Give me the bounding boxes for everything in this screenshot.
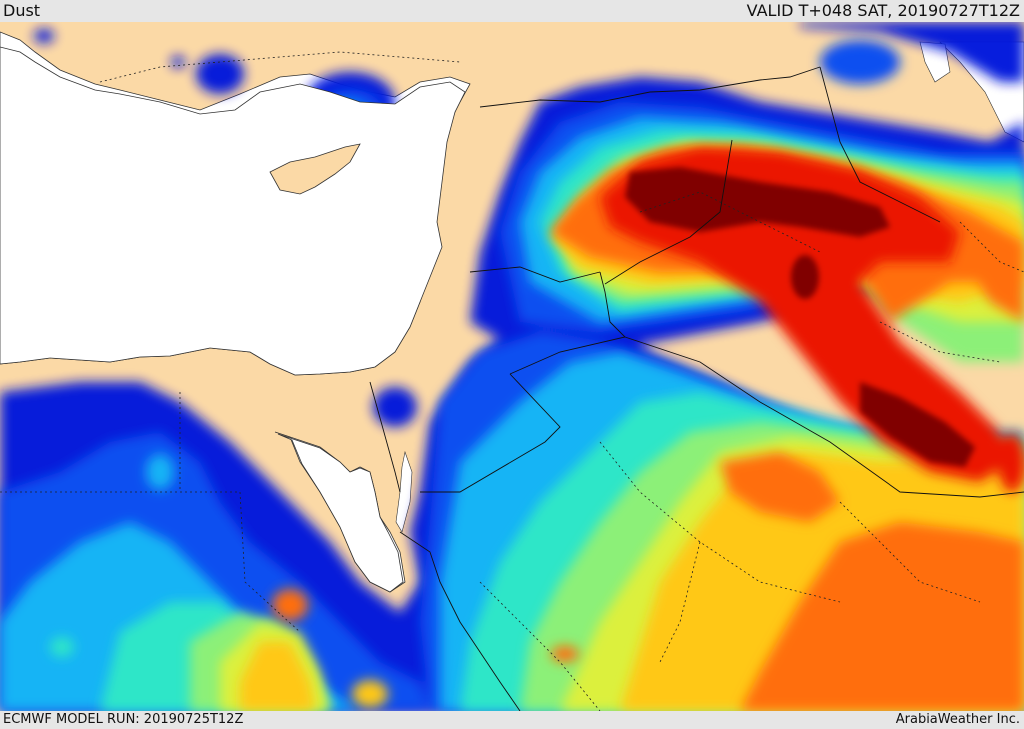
cyprus-island-overlay bbox=[269, 143, 361, 195]
mediterranean-sea-overlay bbox=[0, 46, 466, 376]
map-canvas bbox=[0, 22, 1024, 711]
red-sea-overlay bbox=[277, 433, 404, 593]
dust-level-10 bbox=[625, 167, 975, 467]
gulf-of-aqaba bbox=[395, 450, 413, 533]
internal-borders bbox=[0, 51, 1024, 711]
credit-label: ArabiaWeather Inc. bbox=[895, 712, 1020, 727]
model-run-label: ECMWF MODEL RUN: 20190725T12Z bbox=[3, 712, 244, 727]
valid-time-label: VALID T+048 SAT, 20190727T12Z bbox=[746, 1, 1020, 20]
footer-bar: ECMWF MODEL RUN: 20190725T12Z ArabiaWeat… bbox=[0, 711, 1024, 729]
country-borders bbox=[369, 66, 1024, 711]
product-title: Dust bbox=[3, 1, 41, 20]
header-bar: Dust VALID T+048 SAT, 20190727T12Z bbox=[0, 0, 1024, 22]
dust-field-layers bbox=[0, 22, 1024, 711]
dust-forecast-map bbox=[0, 22, 1024, 711]
